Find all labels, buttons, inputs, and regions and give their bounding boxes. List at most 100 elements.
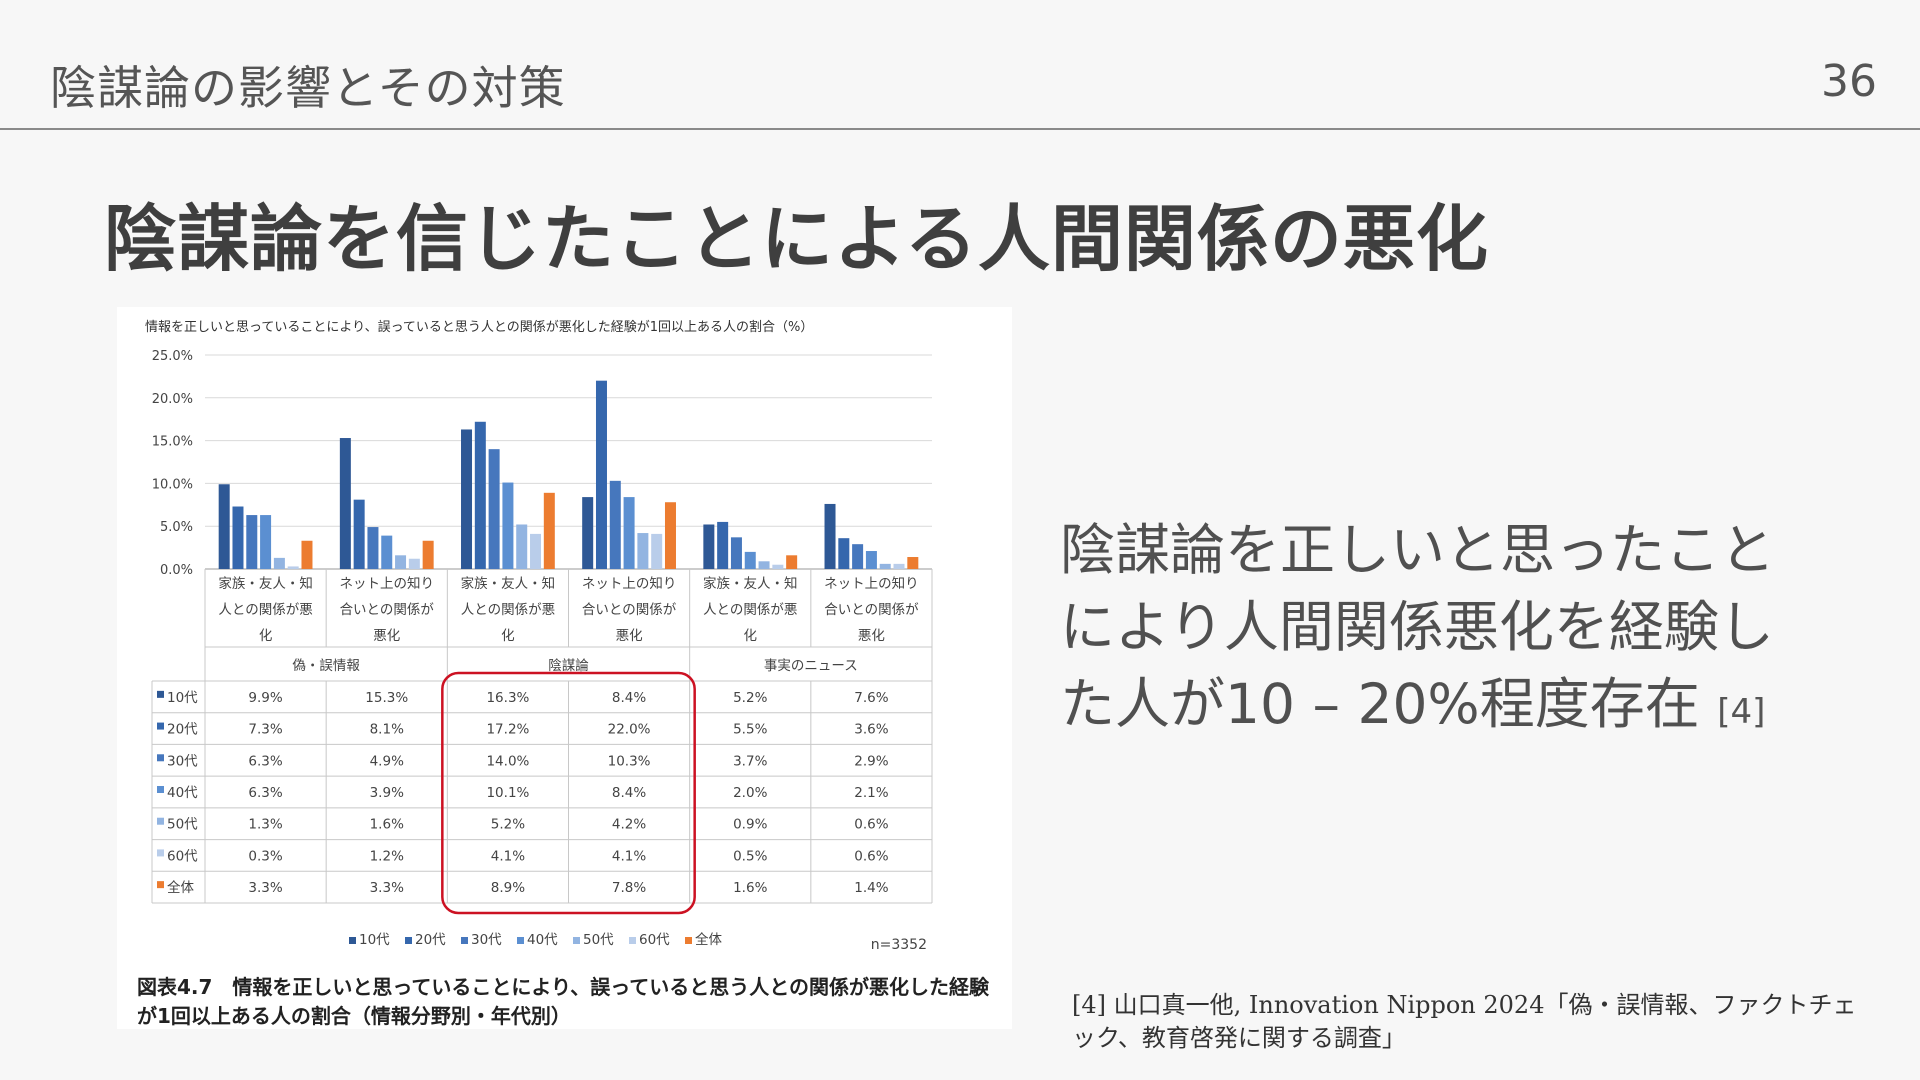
table-cell: 2.1% [854,785,888,801]
group-label: 陰謀論 [548,658,589,674]
table-cell: 0.6% [854,817,888,833]
category-label: ネット上の知り [582,575,677,592]
table-cell: 3.3% [370,880,404,896]
table-row-header: 全体 [167,879,194,896]
bar-20代 [232,506,244,569]
bar-30代 [488,449,500,569]
bar-全体 [301,540,313,569]
category-label: 合いとの関係が [582,602,677,618]
bar-50代 [879,563,891,569]
table-cell: 1.6% [733,880,767,896]
table-cell: 4.1% [491,848,525,864]
group-label: 事実のニュース [764,658,858,674]
y-tick-label: 15.0% [152,435,193,450]
table-cell: 0.9% [733,817,767,833]
y-tick-label: 0.0% [160,563,193,578]
legend-swatch [349,937,356,944]
bar-60代 [287,566,299,569]
table-cell: 1.4% [854,880,888,896]
table-cell: 5.2% [491,817,525,833]
category-label: 合いとの関係が [824,602,919,618]
legend-label: 20代 [415,932,446,948]
bar-50代 [395,555,407,569]
table-legend-swatch [157,722,164,730]
table-row-header: 30代 [167,753,198,769]
group-label: 偽・誤情報 [292,658,360,674]
table-legend-swatch [157,881,164,889]
table-cell: 2.9% [854,753,888,769]
table-cell: 4.9% [370,753,404,769]
bar-全体 [907,557,919,569]
legend-swatch [685,937,692,944]
category-label: 化 [259,628,273,644]
table-cell: 16.3% [486,690,529,706]
table-cell: 9.9% [248,690,282,706]
table-cell: 4.2% [612,817,646,833]
bar-50代 [637,533,649,569]
highlight-box [441,671,696,915]
bar-30代 [246,515,258,569]
category-label: 家族・友人・知 [703,575,798,592]
category-label: 悪化 [373,628,400,644]
bar-60代 [530,533,542,569]
category-label: 化 [501,628,514,644]
table-cell: 8.1% [370,722,404,738]
bar-40代 [744,551,756,569]
category-label: 悪化 [616,628,643,644]
bar-20代 [474,421,486,569]
bar-50代 [273,557,285,569]
table-cell: 7.3% [248,722,282,738]
table-cell: 3.9% [370,785,404,801]
legend-swatch [517,937,524,944]
legend-label: 30代 [471,932,502,948]
bar-20代 [838,538,850,569]
bar-50代 [516,524,528,569]
legend-swatch [629,937,636,944]
legend-label: 10代 [359,932,390,948]
table-cell: 8.9% [491,880,525,896]
table-row-header: 60代 [167,848,198,864]
bar-10代 [824,503,836,569]
table-cell: 7.6% [854,690,888,706]
chart-title: 情報を正しいと思っていることにより、誤っていると思う人との関係が悪化した経験が1… [145,319,813,335]
sample-size: n=3352 [871,937,927,953]
table-row-header: 50代 [167,817,198,833]
key-finding-text: 陰謀論を正しいと思ったことにより人間関係悪化を経験した人が10 – 20%程度存… [1060,512,1820,751]
category-label: 人との関係が悪 [218,602,312,618]
table-cell: 3.3% [248,880,282,896]
legend-label: 50代 [583,932,614,948]
table-legend-swatch [157,690,164,698]
bar-60代 [772,564,784,569]
table-cell: 10.3% [608,753,651,769]
bar-60代 [651,533,663,569]
category-label: 家族・友人・知 [461,575,555,592]
slide-header: 陰謀論の影響とその対策 36 [0,0,1920,130]
table-legend-swatch [157,786,164,793]
legend-label: 全体 [695,931,723,948]
table-cell: 0.3% [248,848,282,864]
bar-20代 [353,499,365,569]
table-cell: 22.0% [608,722,651,738]
legend-label: 40代 [527,932,558,948]
table-cell: 0.6% [854,848,888,864]
bar-30代 [367,527,379,569]
table-legend-swatch [157,754,164,762]
table-cell: 3.6% [854,722,888,738]
table-cell: 6.3% [248,785,282,801]
bar-全体 [422,540,434,569]
bar-chart-with-table: 情報を正しいと思っていることにより、誤っていると思う人との関係が悪化した経験が1… [145,319,933,953]
bar-10代 [339,438,351,569]
chart-figure: 情報を正しいと思っていることにより、誤っていると思う人との関係が悪化した経験が1… [117,307,1012,1029]
header-title: 陰謀論の影響とその対策 [50,61,566,115]
y-tick-label: 25.0% [152,349,193,364]
bar-40代 [502,482,514,569]
table-cell: 5.2% [733,690,767,706]
table-cell: 5.5% [733,722,767,738]
table-row-header: 10代 [167,690,198,706]
category-label: 人との関係が悪 [703,602,797,618]
table-cell: 6.3% [248,753,282,769]
bar-全体 [664,502,676,569]
table-cell: 1.2% [370,848,404,864]
bar-60代 [893,563,905,569]
bar-10代 [703,524,715,569]
